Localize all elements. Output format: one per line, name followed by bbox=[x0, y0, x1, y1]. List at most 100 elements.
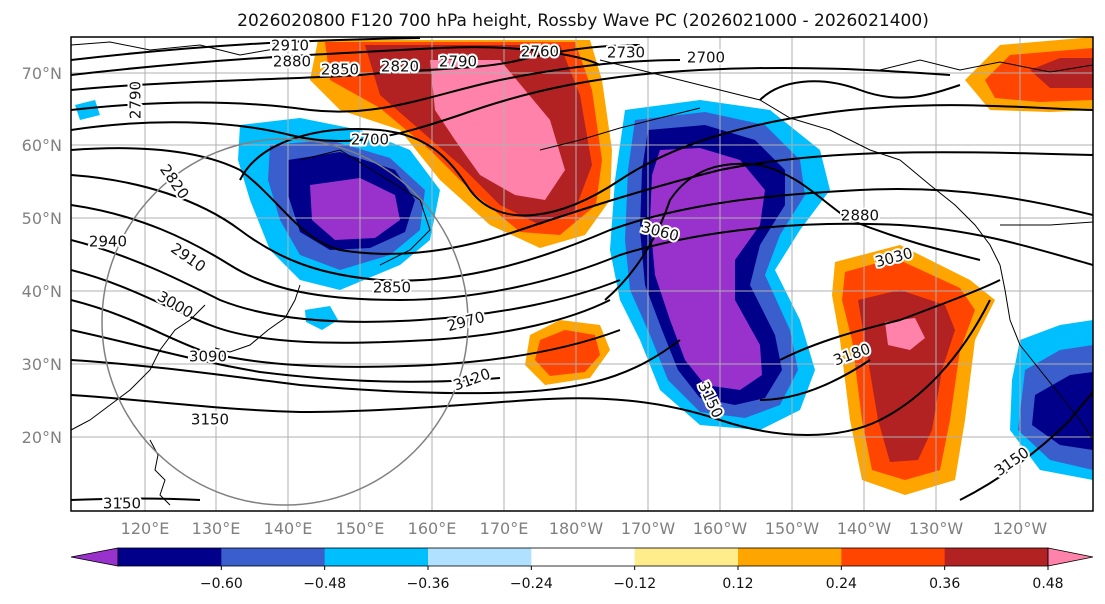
lon-label: 180°W bbox=[549, 519, 604, 538]
colorbar-tick-label: 0.36 bbox=[929, 576, 960, 592]
contour-label: 2790 bbox=[439, 53, 477, 71]
map-title: 2026020800 F120 700 hPa height, Rossby W… bbox=[237, 11, 929, 31]
highlight-circle bbox=[101, 138, 469, 506]
contour-line bbox=[71, 37, 421, 61]
lon-label: 160°W bbox=[693, 519, 748, 538]
coast-china bbox=[71, 304, 206, 431]
coast-asia-north bbox=[71, 41, 281, 56]
contour-label: 2760 bbox=[521, 43, 559, 61]
lon-label: 130°W bbox=[909, 519, 964, 538]
lon-label: 140°W bbox=[837, 519, 892, 538]
negative-anomaly-purple bbox=[310, 178, 400, 240]
lat-label: 30°N bbox=[22, 355, 62, 374]
contour-line bbox=[71, 147, 1093, 255]
contour-label-halo: 2700 bbox=[687, 49, 725, 67]
contour-line bbox=[71, 269, 611, 344]
coast-us-west bbox=[999, 264, 1093, 441]
contour-label: 2910 bbox=[271, 37, 309, 55]
contour-label: 2880 bbox=[841, 207, 879, 225]
lon-label: 150°W bbox=[765, 519, 820, 538]
colorbar-frame bbox=[117, 547, 1049, 567]
colorbar-segment bbox=[841, 548, 946, 566]
contour-label-halo: 2790 bbox=[439, 53, 477, 71]
contour-label-halo: 2820 bbox=[381, 58, 419, 76]
colorbar-segment bbox=[324, 548, 429, 566]
longitude-labels: 120°E 130°E 140°E 150°E 160°E 170°E 180°W 170°W… bbox=[121, 519, 1048, 538]
contour-line bbox=[959, 389, 1093, 501]
contour-line bbox=[71, 329, 501, 383]
lat-label: 50°N bbox=[22, 209, 62, 228]
contour-label: 2790 bbox=[127, 81, 145, 119]
contour-line bbox=[71, 174, 1093, 282]
contour-label: 3090 bbox=[189, 348, 227, 366]
positive-anomaly-east-pink bbox=[885, 318, 925, 350]
colorbar: −0.60 −0.48 −0.36 −0.24 −0.12 0.12 0.24 0.36 0.4… bbox=[70, 547, 1094, 592]
contour-label: 2700 bbox=[687, 49, 725, 67]
contour-line bbox=[779, 279, 1001, 361]
colorbar-segment bbox=[634, 548, 739, 566]
lon-label: 120°E bbox=[121, 519, 170, 538]
lon-label: 140°E bbox=[264, 519, 313, 538]
contour-line bbox=[71, 204, 1093, 302]
contour-line bbox=[71, 44, 641, 91]
colorbar-segment bbox=[428, 548, 532, 566]
colorbar-tick-label: 0.24 bbox=[826, 576, 857, 592]
colorbar-tick-label: 0.48 bbox=[1032, 576, 1063, 592]
contour-line bbox=[71, 46, 601, 76]
contour-label-halo: 2700 bbox=[351, 131, 389, 149]
lon-label: 150°E bbox=[336, 519, 385, 538]
contour-line bbox=[239, 104, 1093, 217]
colorbar-extend-low bbox=[70, 547, 119, 567]
contour-label-halo: 2730 bbox=[607, 44, 645, 62]
lat-label: 40°N bbox=[22, 282, 62, 301]
lon-label: 160°E bbox=[408, 519, 457, 538]
positive-anomaly-pink bbox=[430, 60, 565, 200]
lat-label: 60°N bbox=[22, 136, 62, 155]
colorbar-tick-label: −0.48 bbox=[303, 576, 346, 592]
contour-label: 2730 bbox=[607, 44, 645, 62]
colorbar-segment bbox=[118, 548, 222, 566]
contour-line bbox=[759, 359, 871, 401]
contour-label-halo: 2940 bbox=[89, 233, 127, 251]
contour-line bbox=[71, 59, 681, 113]
height-contours bbox=[71, 37, 1093, 501]
colorbar-extend-high bbox=[1047, 547, 1094, 567]
map-frame bbox=[70, 36, 1094, 512]
lon-label: 120°W bbox=[993, 519, 1048, 538]
coast-kamchatka bbox=[299, 149, 431, 266]
lat-label: 20°N bbox=[22, 428, 62, 447]
colorbar-segment bbox=[221, 548, 326, 566]
contour-line bbox=[604, 162, 981, 301]
contour-label-halo: 3090 bbox=[189, 348, 227, 366]
coast-canada-north bbox=[879, 59, 1093, 73]
colorbar-segment bbox=[944, 548, 1049, 566]
contour-label-halo: 2880 bbox=[273, 53, 311, 71]
lon-label: 170°E bbox=[480, 519, 529, 538]
lat-label: 70°N bbox=[22, 64, 62, 83]
colorbar-tick-label: −0.12 bbox=[613, 576, 656, 592]
border-canada-us bbox=[1000, 221, 1093, 226]
contour-label-halo: 2790 bbox=[127, 81, 145, 119]
contour-label: 2700 bbox=[351, 131, 389, 149]
contour-label: 2940 bbox=[89, 233, 127, 251]
contour-label-halo: 2760 bbox=[521, 43, 559, 61]
coast-bc bbox=[899, 159, 1001, 266]
contour-label: 3150 bbox=[191, 411, 229, 429]
colorbar-tick-label: −0.60 bbox=[200, 576, 243, 592]
contour-label-halo: 3150 bbox=[103, 495, 141, 513]
contour-label-halo: 2880 bbox=[841, 207, 879, 225]
small-negative-blob-2 bbox=[75, 100, 100, 120]
negative-anomaly-br-navy bbox=[1032, 372, 1093, 450]
contour-label-halo: 3150 bbox=[191, 411, 229, 429]
contour-label-halo: 2910 bbox=[271, 37, 309, 55]
contour-label-halo: 2850 bbox=[321, 61, 359, 79]
contour-line bbox=[71, 497, 201, 501]
contour-line bbox=[71, 239, 621, 323]
contour-label: 2820 bbox=[381, 58, 419, 76]
contour-label: 2850 bbox=[373, 279, 411, 297]
contour-line bbox=[71, 66, 951, 143]
colorbar-tick-label: 0.12 bbox=[722, 576, 753, 592]
coast-aleutians bbox=[539, 107, 701, 151]
